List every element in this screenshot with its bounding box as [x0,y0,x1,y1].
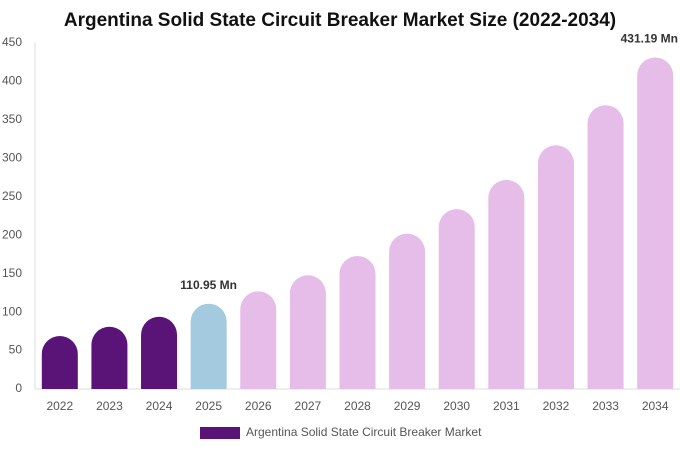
legend-swatch [200,427,240,439]
x-tick-label: 2026 [245,399,272,413]
y-tick-label: 450 [2,35,22,49]
bar [141,316,178,389]
x-tick-label: 2034 [642,399,669,413]
y-tick-label: 150 [2,266,22,280]
y-tick-label: 400 [2,74,22,88]
x-tick-label: 2022 [46,399,73,413]
x-tick-label: 2030 [443,399,470,413]
value-label: 431.19 Mn [621,32,678,46]
bar [488,179,525,389]
x-tick-label: 2028 [344,399,371,413]
value-label: 110.95 Mn [180,278,237,292]
x-tick-label: 2032 [543,399,570,413]
y-tick-label: 250 [2,189,22,203]
bar [389,233,426,389]
bar [339,255,376,389]
x-tick-label: 2024 [146,399,173,413]
bar [289,275,326,389]
y-tick-label: 100 [2,304,22,318]
x-tick-label: 2025 [195,399,222,413]
bar [41,335,78,389]
y-tick-label: 50 [9,343,23,357]
legend-label: Argentina Solid State Circuit Breaker Ma… [246,425,482,439]
y-tick-label: 0 [15,381,22,395]
x-tick-label: 2029 [394,399,421,413]
bar [637,57,674,389]
bar [587,105,624,389]
x-tick-label: 2031 [493,399,520,413]
y-tick-label: 350 [2,112,22,126]
x-tick-label: 2027 [295,399,322,413]
x-tick-label: 2033 [592,399,619,413]
y-tick-label: 200 [2,227,22,241]
x-tick-label: 2023 [96,399,123,413]
bar [91,326,128,389]
bar [537,145,574,389]
chart-title: Argentina Solid State Circuit Breaker Ma… [64,10,616,31]
bar [190,303,227,389]
bar [438,209,475,389]
bar [240,291,277,389]
y-tick-label: 300 [2,151,22,165]
